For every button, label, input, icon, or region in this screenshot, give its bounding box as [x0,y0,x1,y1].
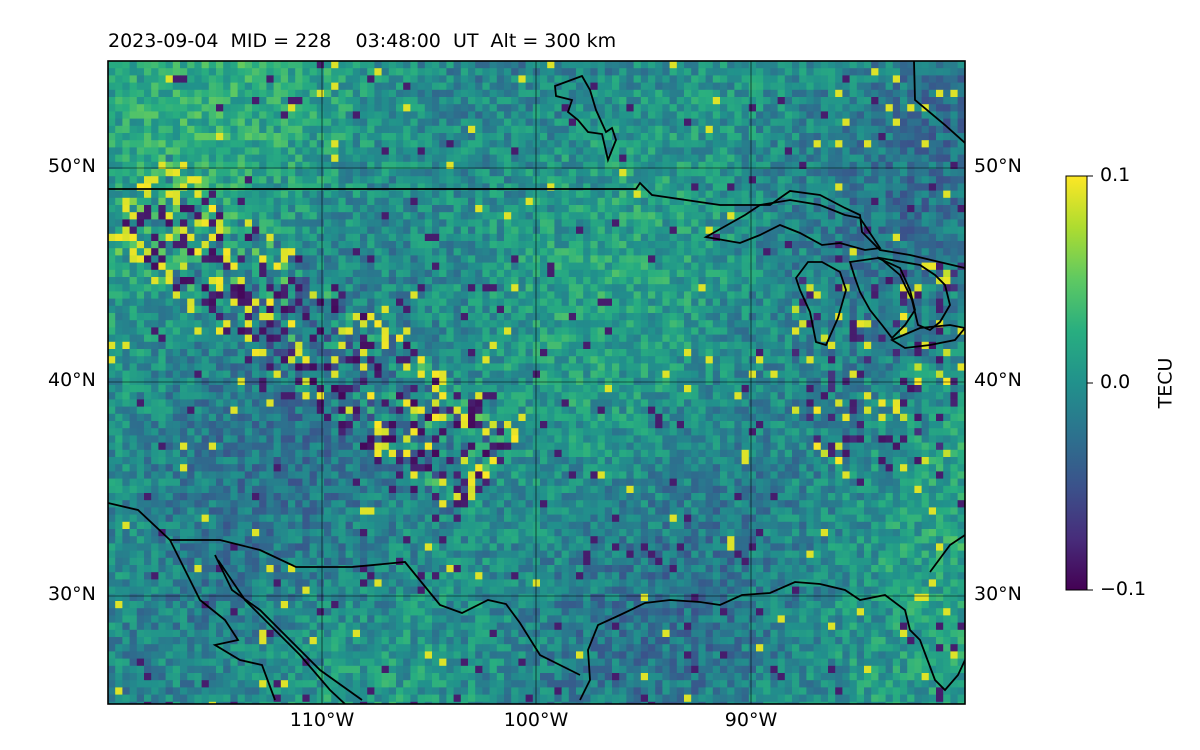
tec-cells [108,61,965,704]
us-canada-border [108,181,965,269]
lon-label-110w: 110°W [289,709,355,731]
lake-huron [876,256,951,332]
lake-erie [890,324,965,349]
gridlines [108,61,965,704]
mainland-west-coast [217,559,346,704]
gulf-of-california [214,554,363,701]
lat-label-50n-left: 50°N [48,155,96,177]
colorbar-label-zero: 0.0 [1100,371,1131,393]
map-title: 2023-09-04 MID = 228 03:48:00 UT Alt = 3… [108,30,617,52]
east-coast [929,534,965,573]
us-mexico-border [108,502,581,676]
lake-superior [703,199,882,251]
colorbar-label-max: 0.1 [1100,164,1131,186]
lat-label-30n-right: 30°N [974,583,1022,605]
colorbar-label-min: −0.1 [1100,578,1147,600]
colorbar-title: TECU [1154,357,1177,409]
northeast-coast [913,61,965,144]
lon-label-100w: 100°W [503,709,569,731]
lat-label-30n-left: 30°N [48,583,96,605]
michigan-peninsula [848,257,916,340]
hudson-bay-coast [554,74,617,164]
lat-label-40n-right: 40°N [974,369,1022,391]
lat-label-50n-right: 50°N [974,155,1022,177]
colorbar [1065,175,1088,591]
baja-coast [169,539,276,701]
map-frame [107,60,966,705]
lon-label-90w: 90°W [724,709,778,731]
lake-michigan [794,261,847,347]
coastlines [108,61,965,704]
lat-label-40n-left: 40°N [48,369,96,391]
gulf-coast [579,581,965,701]
